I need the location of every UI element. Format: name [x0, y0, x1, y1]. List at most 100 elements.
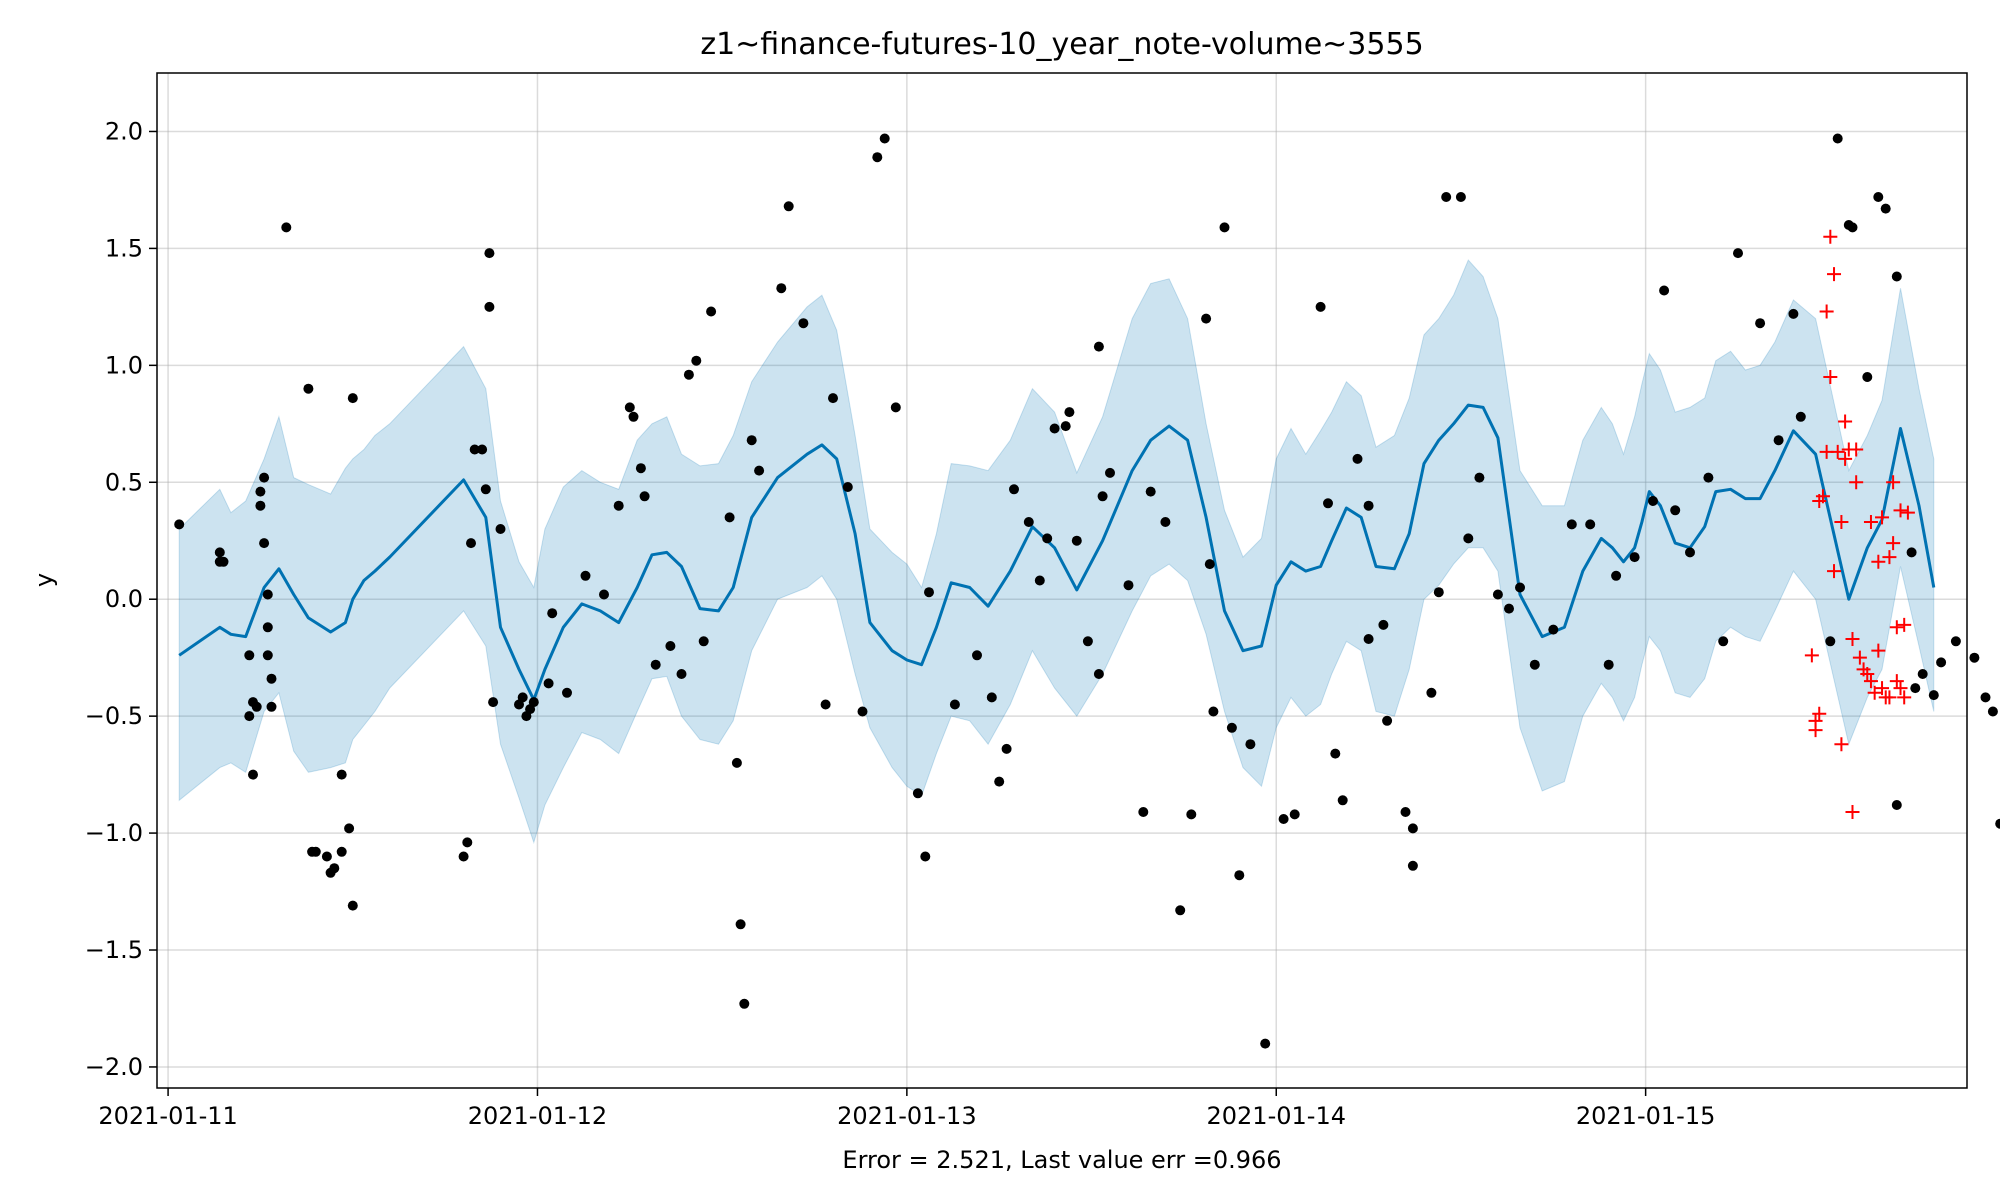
- observed-point: [1323, 498, 1333, 509]
- observed-point: [1891, 271, 1902, 282]
- observed-point: [920, 851, 931, 862]
- holdout-point: [1823, 370, 1838, 385]
- observed-point: [1703, 472, 1714, 483]
- chart-title: z1~finance-futures-10_year_note-volume~3…: [700, 27, 1423, 62]
- holdout-point: [1875, 510, 1890, 525]
- observed-point: [480, 484, 491, 495]
- observed-point: [259, 538, 270, 549]
- observed-point: [517, 692, 528, 703]
- observed-point: [1407, 823, 1418, 834]
- holdout-point: [1852, 650, 1867, 665]
- observed-point: [1426, 687, 1437, 698]
- observed-point: [1219, 222, 1230, 233]
- observed-point: [1504, 603, 1514, 614]
- observed-point: [949, 699, 960, 710]
- observed-point: [347, 393, 358, 404]
- observed-point: [691, 355, 702, 366]
- holdout-point: [1860, 667, 1875, 682]
- observed-point: [1407, 860, 1418, 871]
- observed-point: [244, 650, 255, 661]
- observed-point: [1278, 814, 1289, 824]
- observed-point: [599, 589, 609, 600]
- observed-point: [912, 788, 923, 799]
- observed-point: [1352, 453, 1363, 464]
- observed-point: [842, 482, 853, 492]
- plot-frame: [156, 72, 1968, 1089]
- observed-point: [477, 444, 488, 455]
- y-axis-label: y: [30, 573, 58, 587]
- observed-point: [1611, 570, 1622, 581]
- observed-point: [1463, 533, 1474, 544]
- observed-point: [1441, 192, 1452, 202]
- observed-point: [1315, 301, 1326, 312]
- observed-point: [1755, 318, 1766, 329]
- observed-point: [820, 699, 831, 710]
- observed-point: [1093, 341, 1104, 352]
- observed-point: [1832, 133, 1843, 144]
- observed-point: [303, 383, 314, 394]
- observed-point: [543, 678, 554, 689]
- observed-point: [1145, 486, 1156, 497]
- observed-point: [1208, 706, 1219, 717]
- observed-point: [1400, 807, 1411, 817]
- holdout-point: [1808, 723, 1823, 738]
- observed-point: [1950, 636, 1961, 647]
- holdout-point: [1886, 475, 1901, 490]
- observed-point: [706, 306, 717, 317]
- observed-point: [665, 641, 676, 651]
- observed-point: [1880, 203, 1891, 214]
- observed-point: [262, 650, 273, 661]
- observed-point: [1603, 659, 1614, 670]
- holdout-point: [1845, 805, 1860, 820]
- observed-point: [1648, 496, 1658, 506]
- y-tick-label: 2.0: [105, 117, 143, 145]
- observed-point: [466, 538, 476, 549]
- observed-point: [344, 823, 355, 834]
- observed-point: [1862, 372, 1873, 382]
- observed-point: [469, 444, 480, 455]
- observed-point: [1566, 519, 1577, 530]
- observed-point: [347, 900, 358, 911]
- observed-point: [1082, 636, 1093, 647]
- observed-point: [1123, 580, 1134, 591]
- x-tick-label: 2021-01-13: [837, 1102, 976, 1130]
- observed-point: [1718, 636, 1729, 647]
- observed-point: [1891, 800, 1902, 810]
- observed-point: [1936, 657, 1947, 668]
- y-tick-label: 0.0: [105, 585, 143, 613]
- holdout-point: [1882, 690, 1897, 705]
- observed-point: [1433, 587, 1444, 598]
- observed-point: [994, 776, 1005, 787]
- holdout-point: [1834, 515, 1849, 530]
- observed-point: [1685, 547, 1695, 558]
- observed-point: [783, 201, 794, 212]
- observed-point: [635, 463, 646, 474]
- observed-point: [262, 589, 273, 600]
- observed-point: [484, 301, 495, 312]
- observed-point: [746, 435, 757, 446]
- observed-point: [528, 697, 539, 708]
- holdout-point: [1804, 648, 1819, 663]
- observed-point: [1995, 818, 2000, 829]
- y-tick-label: −1.0: [85, 819, 143, 847]
- observed-point: [1987, 706, 1998, 717]
- observed-point: [1474, 472, 1485, 483]
- holdout-point: [1893, 503, 1908, 518]
- observed-point: [1980, 692, 1991, 703]
- holdout-point: [1886, 536, 1901, 551]
- holdout-point: [1863, 515, 1878, 530]
- observed-point: [1378, 619, 1389, 630]
- holdout-point: [1849, 442, 1864, 457]
- observed-point: [218, 556, 229, 567]
- y-tick-label: 0.5: [105, 468, 143, 496]
- observed-point: [1363, 634, 1374, 644]
- observed-point: [1492, 589, 1503, 600]
- observed-point: [462, 837, 473, 848]
- holdout-point: [1871, 554, 1886, 569]
- holdout-point: [1863, 674, 1878, 689]
- observed-point: [259, 472, 270, 483]
- observed-point: [1001, 743, 1012, 754]
- observed-point: [458, 851, 469, 862]
- observed-point: [266, 673, 277, 684]
- observed-point: [1201, 313, 1212, 324]
